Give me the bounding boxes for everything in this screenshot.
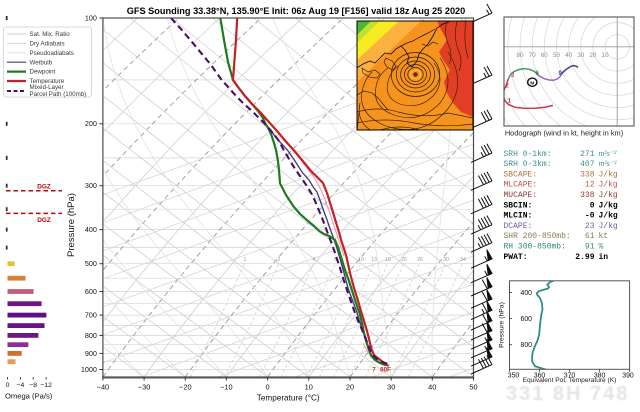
svg-text:J/kg: J/kg <box>599 191 618 200</box>
svg-text:500: 500 <box>85 259 97 268</box>
svg-text:20: 20 <box>346 383 354 392</box>
svg-text:800: 800 <box>85 331 97 340</box>
svg-text:600: 600 <box>85 287 97 296</box>
svg-text:300: 300 <box>85 181 97 190</box>
svg-text:J/kg: J/kg <box>599 212 618 221</box>
svg-text:20: 20 <box>589 52 596 59</box>
svg-text:Pressure (hPa): Pressure (hPa) <box>499 302 506 348</box>
svg-text:J/kg: J/kg <box>599 170 618 179</box>
svg-text:10: 10 <box>305 383 313 392</box>
svg-text:70: 70 <box>529 52 536 59</box>
svg-text:Sat. Mix. Ratio: Sat. Mix. Ratio <box>30 31 71 38</box>
svg-text:DGZ: DGZ <box>37 217 51 224</box>
svg-text:0: 0 <box>590 201 595 210</box>
svg-text:0: 0 <box>6 382 10 389</box>
svg-text:m²s⁻²: m²s⁻² <box>599 159 618 168</box>
svg-text:Hodograph (wind in kt, height: Hodograph (wind in kt, height in km) <box>505 129 623 138</box>
svg-text:in: in <box>599 253 609 262</box>
svg-text:SBCAPE:: SBCAPE: <box>504 170 538 179</box>
svg-text:2.99: 2.99 <box>575 253 594 262</box>
svg-text:−40: −40 <box>97 383 110 392</box>
svg-text:4: 4 <box>313 257 316 263</box>
svg-text:−20: −20 <box>179 383 192 392</box>
svg-text:350: 350 <box>508 372 520 379</box>
svg-text:2: 2 <box>278 257 281 263</box>
svg-text:12: 12 <box>585 181 595 190</box>
svg-text:338: 338 <box>580 170 595 179</box>
svg-text:%: % <box>599 243 604 252</box>
svg-text:-0: -0 <box>585 212 595 221</box>
svg-text:700: 700 <box>85 311 97 320</box>
svg-text:RH 300-850mb:: RH 300-850mb: <box>504 243 566 252</box>
svg-text:SHR 200-850mb:: SHR 200-850mb: <box>504 232 571 241</box>
svg-text:23: 23 <box>585 222 595 231</box>
svg-text:91: 91 <box>585 243 595 252</box>
svg-text:338: 338 <box>580 191 595 200</box>
svg-text:50: 50 <box>469 383 477 392</box>
svg-text:30: 30 <box>577 52 584 59</box>
svg-text:30: 30 <box>443 257 449 263</box>
svg-text:1000: 1000 <box>81 365 97 374</box>
svg-text:80F: 80F <box>380 367 391 374</box>
svg-text:50: 50 <box>553 52 560 59</box>
svg-text:26: 26 <box>417 257 423 263</box>
svg-text:J/kg: J/kg <box>599 222 618 231</box>
svg-text:SBCIN:: SBCIN: <box>504 201 533 210</box>
svg-text:600: 600 <box>521 316 533 323</box>
svg-text:−8: −8 <box>29 382 37 389</box>
svg-text:0: 0 <box>266 383 270 392</box>
svg-text:200: 200 <box>85 119 97 128</box>
svg-text:400: 400 <box>85 225 97 234</box>
svg-text:40: 40 <box>565 52 572 59</box>
svg-text:331 8H 748: 331 8H 748 <box>506 383 629 405</box>
svg-text:1: 1 <box>244 257 247 263</box>
svg-text:61: 61 <box>585 232 595 241</box>
svg-text:m²s⁻²: m²s⁻² <box>599 149 618 158</box>
svg-text:80: 80 <box>517 52 524 59</box>
svg-text:SRH 0-3km:: SRH 0-3km: <box>504 160 552 169</box>
svg-text:60: 60 <box>541 52 548 59</box>
svg-text:Temperature (°C): Temperature (°C) <box>257 394 320 403</box>
svg-text:40: 40 <box>428 383 436 392</box>
svg-text:−12: −12 <box>40 382 52 389</box>
svg-text:Pseudoadiabats: Pseudoadiabats <box>30 50 74 57</box>
svg-text:20: 20 <box>401 257 407 263</box>
svg-text:−10: −10 <box>220 383 233 392</box>
svg-text:GFS Sounding 33.38°N, 135.90°E: GFS Sounding 33.38°N, 135.90°E Init: 06z… <box>127 6 466 16</box>
svg-text:16: 16 <box>385 257 391 263</box>
svg-text:Omega (Pa/s): Omega (Pa/s) <box>5 392 53 401</box>
svg-text:kt: kt <box>599 232 609 241</box>
svg-text:400: 400 <box>521 290 533 297</box>
svg-text:Dry Adiabats: Dry Adiabats <box>30 41 65 48</box>
svg-text:7: 7 <box>372 367 376 374</box>
svg-text:MUCAPE:: MUCAPE: <box>504 191 538 200</box>
svg-text:390: 390 <box>622 372 634 379</box>
svg-text:407: 407 <box>580 160 595 169</box>
svg-text:100: 100 <box>85 13 97 22</box>
svg-text:10: 10 <box>358 257 364 263</box>
svg-text:271: 271 <box>580 150 595 159</box>
svg-text:MLCIN:: MLCIN: <box>504 212 533 221</box>
svg-text:Wetbulb: Wetbulb <box>30 59 53 66</box>
svg-text:DCAPE:: DCAPE: <box>504 222 533 231</box>
svg-text:PWAT:: PWAT: <box>504 253 528 262</box>
svg-text:34: 34 <box>460 257 466 263</box>
svg-text:SRH 0-1km:: SRH 0-1km: <box>504 150 552 159</box>
svg-text:MLCAPE:: MLCAPE: <box>504 181 538 190</box>
svg-text:Pressure (hPa): Pressure (hPa) <box>66 193 77 257</box>
svg-text:30: 30 <box>387 383 395 392</box>
svg-text:10: 10 <box>602 52 609 59</box>
svg-text:−4: −4 <box>17 382 25 389</box>
svg-text:13: 13 <box>371 257 377 263</box>
svg-text:J/kg: J/kg <box>599 201 618 210</box>
svg-text:900: 900 <box>85 349 97 358</box>
svg-text:DGZ: DGZ <box>37 183 51 190</box>
svg-text:Parcel Path (100mb): Parcel Path (100mb) <box>30 91 87 98</box>
svg-text:−30: −30 <box>138 383 151 392</box>
svg-text:Dewpoint: Dewpoint <box>30 69 56 76</box>
svg-text:800: 800 <box>521 342 533 349</box>
svg-text:M: M <box>530 80 534 86</box>
svg-text:J/kg: J/kg <box>599 181 618 190</box>
